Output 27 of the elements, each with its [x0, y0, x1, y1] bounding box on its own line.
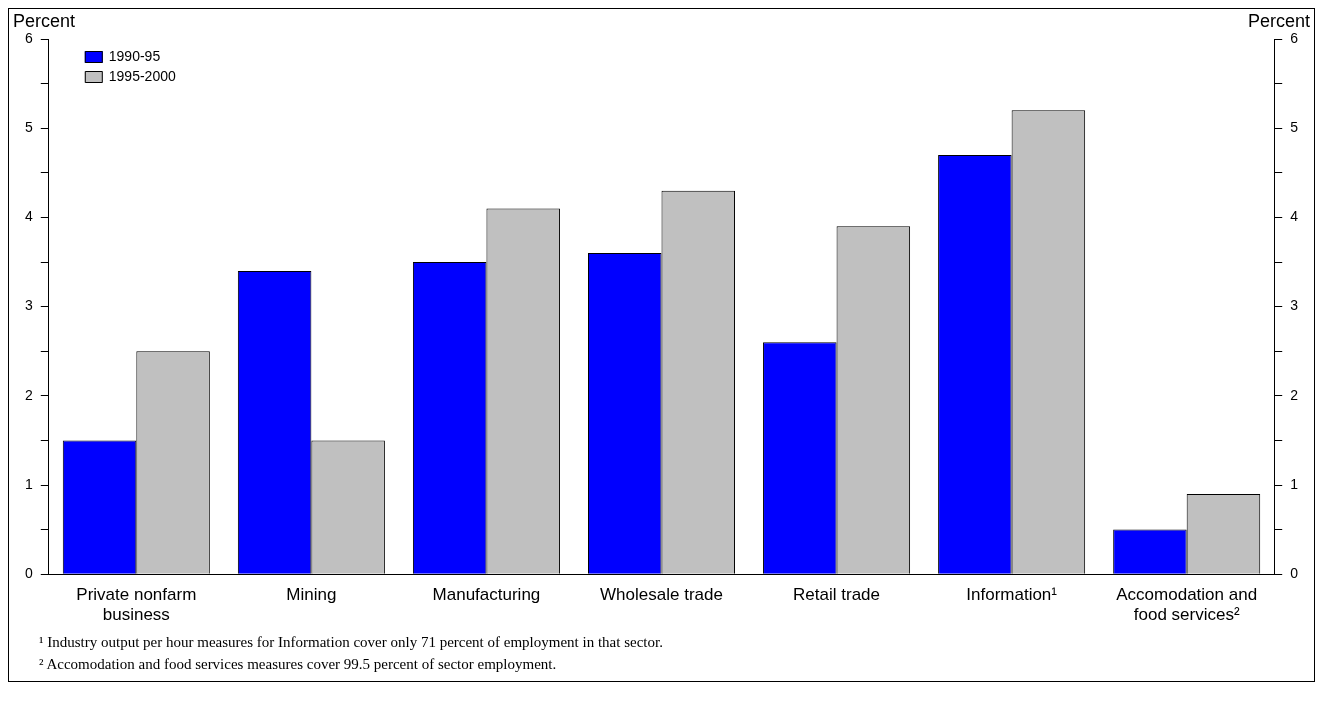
text: ¹ Industry output per hour measures for Information cover only 71 percent of employment in that sector.: [39, 633, 664, 652]
y-tick-label: 2: [24, 386, 33, 403]
y2-axis-title: Percent: [1247, 10, 1310, 31]
y-tick-label: 6: [24, 29, 33, 46]
y2-tick-label: 2: [1290, 386, 1299, 403]
text: ² Accomodation and food services measures cover 99.5 percent of sector employment.: [39, 655, 558, 674]
y-tick-label: 1: [24, 475, 33, 492]
y2-tick-label: 6: [1290, 29, 1299, 46]
x-tick-label: Manufacturing: [432, 585, 541, 605]
y2-tick-label: 4: [1290, 208, 1299, 225]
y2-tick-label: 3: [1290, 297, 1299, 314]
x-tick-label: Wholesale trade: [600, 585, 723, 605]
x-tick-label: Retail trade: [793, 585, 881, 605]
x-tick-label: Private nonfarm business: [76, 585, 197, 625]
y2-tick-label: 1: [1290, 475, 1299, 492]
legend-label: 1995-2000: [108, 67, 176, 84]
legend-label: 1990-95: [108, 47, 161, 64]
y2-tick-label: 0: [1290, 565, 1299, 582]
x-tick-label: Information¹: [966, 585, 1058, 605]
y-axis-title: Percent: [13, 10, 76, 31]
y2-tick-label: 5: [1290, 119, 1299, 136]
y-tick-label: 4: [24, 208, 33, 225]
x-tick-label: Mining: [286, 585, 337, 605]
y-tick-label: 5: [24, 119, 33, 136]
x-tick-label: Accomodation and food services²: [1116, 585, 1258, 625]
y-tick-label: 3: [24, 297, 33, 314]
y-tick-label: 0: [24, 565, 33, 582]
